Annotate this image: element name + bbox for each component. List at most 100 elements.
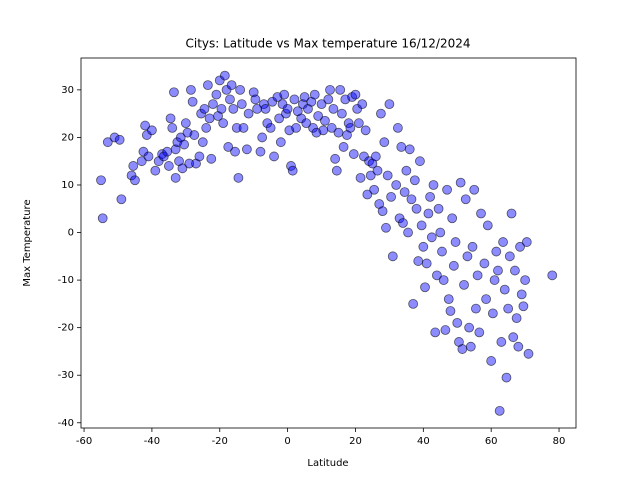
point — [303, 103, 313, 114]
point — [501, 372, 512, 383]
point — [287, 165, 298, 176]
point — [411, 203, 422, 214]
point — [169, 87, 179, 98]
point — [442, 184, 452, 195]
point — [257, 132, 268, 143]
point — [437, 246, 447, 257]
x-axis-label: Latitude — [307, 458, 348, 469]
point — [174, 156, 184, 167]
point — [425, 191, 436, 202]
point — [170, 172, 181, 183]
point — [372, 165, 383, 176]
point — [128, 161, 139, 171]
point — [401, 165, 412, 176]
point — [387, 251, 398, 262]
plot-frame — [80, 57, 577, 429]
point — [431, 270, 442, 281]
point — [471, 303, 481, 314]
point — [516, 289, 527, 300]
point — [318, 125, 329, 136]
point — [513, 341, 524, 352]
point — [147, 125, 157, 136]
point — [275, 137, 286, 148]
point — [230, 146, 240, 157]
point — [206, 153, 217, 164]
point — [328, 103, 339, 114]
point — [399, 187, 410, 198]
point — [487, 308, 498, 319]
point — [218, 118, 229, 129]
point — [350, 89, 361, 100]
point — [330, 153, 341, 164]
point — [187, 96, 198, 107]
point — [455, 177, 466, 188]
point — [426, 232, 437, 243]
point — [416, 220, 427, 231]
point — [265, 123, 276, 133]
point — [260, 103, 271, 114]
point — [165, 113, 176, 124]
point — [508, 332, 519, 343]
point — [177, 163, 188, 174]
point — [189, 130, 200, 140]
y-tick-label: 30 — [61, 85, 74, 96]
point — [204, 113, 215, 124]
point — [506, 208, 517, 219]
point — [337, 108, 347, 119]
point — [243, 108, 254, 119]
point — [316, 99, 327, 110]
point — [504, 251, 515, 262]
point — [184, 158, 195, 169]
point — [255, 146, 266, 157]
point — [482, 220, 493, 231]
point — [374, 199, 385, 209]
point — [489, 275, 500, 285]
point — [199, 103, 210, 114]
point — [433, 203, 444, 214]
point — [96, 175, 106, 186]
point — [392, 123, 403, 133]
point — [306, 96, 317, 107]
point — [216, 103, 227, 114]
y-tick-label: -20 — [58, 323, 74, 334]
point — [248, 87, 259, 98]
point — [136, 156, 147, 167]
point — [211, 89, 222, 100]
point — [435, 227, 446, 238]
point — [465, 341, 476, 352]
point — [170, 144, 181, 155]
point — [472, 270, 483, 281]
point — [452, 317, 463, 328]
point — [438, 275, 449, 285]
x-tick-label: 0 — [284, 436, 290, 447]
x-tick-label: 60 — [485, 436, 498, 447]
point — [353, 118, 364, 129]
point — [345, 123, 356, 133]
point — [445, 306, 456, 316]
point — [523, 348, 534, 359]
x-tick-label: -60 — [76, 436, 92, 447]
point — [235, 84, 246, 95]
point — [493, 265, 503, 276]
point — [379, 137, 390, 148]
point — [348, 149, 359, 159]
x-tick-label: 40 — [417, 436, 430, 447]
x-tick-label: 20 — [349, 436, 362, 447]
point — [481, 294, 491, 305]
point — [186, 84, 196, 95]
point — [382, 170, 393, 181]
y-tick-label: 10 — [61, 180, 74, 191]
point — [231, 123, 242, 133]
point — [114, 134, 125, 145]
point — [289, 94, 300, 105]
point — [476, 208, 486, 219]
point — [175, 132, 186, 143]
point — [250, 94, 261, 105]
point — [213, 111, 223, 121]
x-tick-label: 80 — [553, 436, 566, 447]
point — [225, 94, 235, 105]
point — [377, 206, 388, 217]
point — [179, 139, 190, 150]
point — [109, 132, 120, 143]
